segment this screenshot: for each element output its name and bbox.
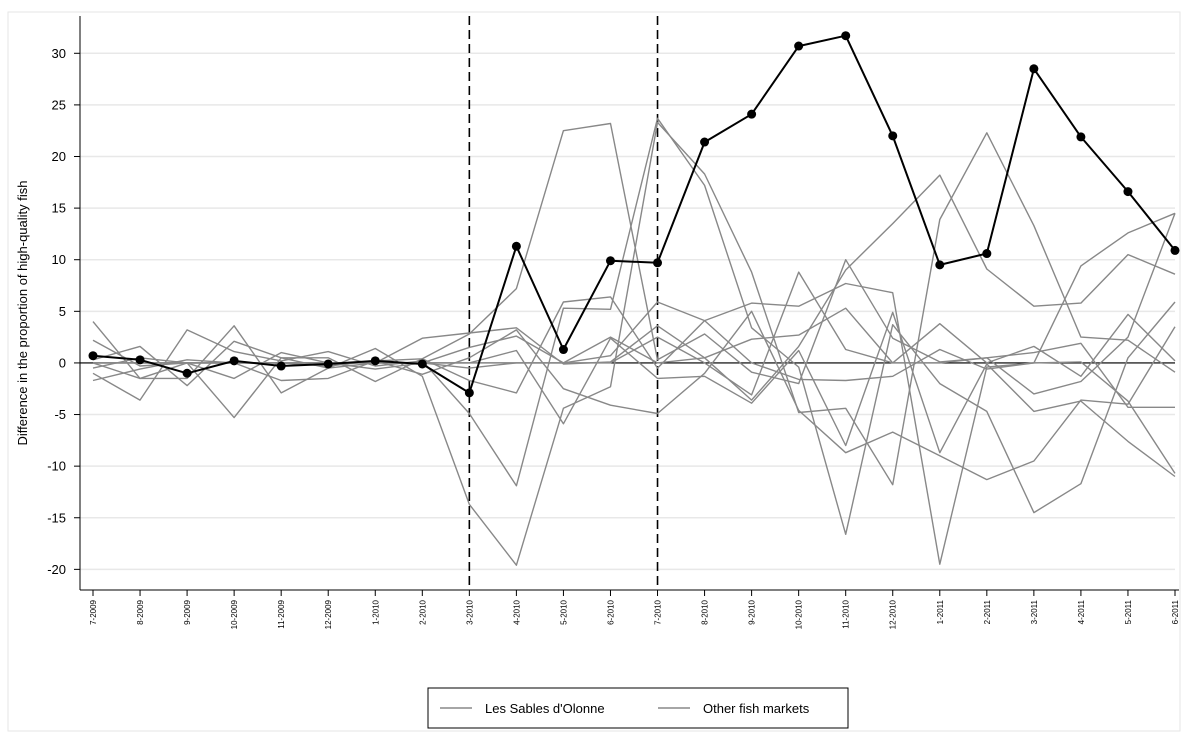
x-tick-label: 1-2010 xyxy=(371,599,380,624)
y-tick-label: 25 xyxy=(52,97,66,112)
data-point xyxy=(794,41,804,51)
y-tick-label: -10 xyxy=(47,459,66,474)
series-line-other-market xyxy=(92,282,1176,565)
x-tick-label: 11-2010 xyxy=(842,599,851,628)
data-point xyxy=(700,137,710,147)
x-tick-label: 2-2010 xyxy=(418,599,427,624)
axes: -20 -15 -10 -5 0 5 10 15 20 25 30 Difference in the… xyxy=(15,16,1180,629)
legend: Les Sables d'Olonne Other fish markets xyxy=(427,687,849,729)
series-line-les-sables xyxy=(92,34,1176,394)
x-tick-label: 5-2010 xyxy=(559,599,568,624)
x-tick-label: 6-2010 xyxy=(606,599,615,624)
data-point xyxy=(888,131,898,141)
legend-label: Les Sables d'Olonne xyxy=(485,701,605,716)
y-tick-label: -20 xyxy=(47,562,66,577)
y-tick-label: -15 xyxy=(47,510,66,525)
data-point xyxy=(370,356,380,366)
data-point xyxy=(417,359,427,369)
data-point xyxy=(1029,64,1039,74)
data-point xyxy=(653,258,663,268)
plot-frame xyxy=(7,11,1181,732)
x-tick-label: 10-2010 xyxy=(795,599,804,629)
y-tick-label: -5 xyxy=(54,407,66,422)
data-point xyxy=(841,31,851,41)
y-tick-label: 0 xyxy=(59,355,66,370)
data-point xyxy=(323,359,333,369)
y-tick-label: 30 xyxy=(52,46,66,61)
x-tick-label: 9-2009 xyxy=(183,599,192,624)
x-tick-label: 6-2011 xyxy=(1171,599,1180,624)
gridlines xyxy=(80,52,1175,571)
y-tick-label: 10 xyxy=(52,252,66,267)
data-point xyxy=(1076,132,1086,142)
x-tick-label: 11-2009 xyxy=(277,599,286,628)
data-point xyxy=(464,388,474,398)
data-point xyxy=(1170,245,1180,255)
legend-box xyxy=(427,687,849,729)
data-point xyxy=(747,109,757,119)
data-point xyxy=(276,361,286,371)
series-line-other-market xyxy=(92,174,1176,401)
data-point xyxy=(605,256,615,266)
data-point xyxy=(558,345,568,355)
data-point xyxy=(88,351,98,361)
x-tick-label: 8-2009 xyxy=(136,599,145,624)
legend-label: Other fish markets xyxy=(703,701,810,716)
data-point xyxy=(135,355,145,365)
data-point xyxy=(1123,187,1133,197)
x-tick-label: 3-2010 xyxy=(465,599,474,624)
y-tick-label: 5 xyxy=(59,304,66,319)
x-tick-label: 10-2009 xyxy=(230,599,239,629)
x-tick-label: 9-2010 xyxy=(748,599,757,624)
series-line-other-market xyxy=(92,117,1176,535)
series-line-other-market xyxy=(92,121,1176,566)
x-tick-label: 5-2011 xyxy=(1124,599,1133,624)
x-tick-label: 7-2009 xyxy=(89,599,98,624)
y-axis-title: Difference in the proportion of high-qua… xyxy=(15,181,30,446)
x-tick-label: 12-2009 xyxy=(324,599,333,629)
x-tick-label: 4-2011 xyxy=(1077,599,1086,624)
data-point xyxy=(982,249,992,259)
series-line-other-market xyxy=(92,310,1176,481)
y-tick-label: 20 xyxy=(52,149,66,164)
series-lines xyxy=(88,31,1180,566)
y-tick-label: 15 xyxy=(52,201,66,216)
x-tick-label: 8-2010 xyxy=(701,599,710,624)
x-tick-label: 1-2011 xyxy=(936,599,945,624)
x-tick-label: 12-2010 xyxy=(889,599,898,629)
series-line-other-market xyxy=(93,307,1175,408)
data-point xyxy=(935,260,945,270)
data-point xyxy=(511,241,521,251)
x-tick-label: 7-2010 xyxy=(654,599,663,624)
x-tick-label: 3-2011 xyxy=(1030,599,1039,624)
data-point xyxy=(229,356,239,366)
data-point xyxy=(182,368,192,378)
x-tick-label: 2-2011 xyxy=(983,599,992,624)
x-tick-label: 4-2010 xyxy=(512,599,521,624)
